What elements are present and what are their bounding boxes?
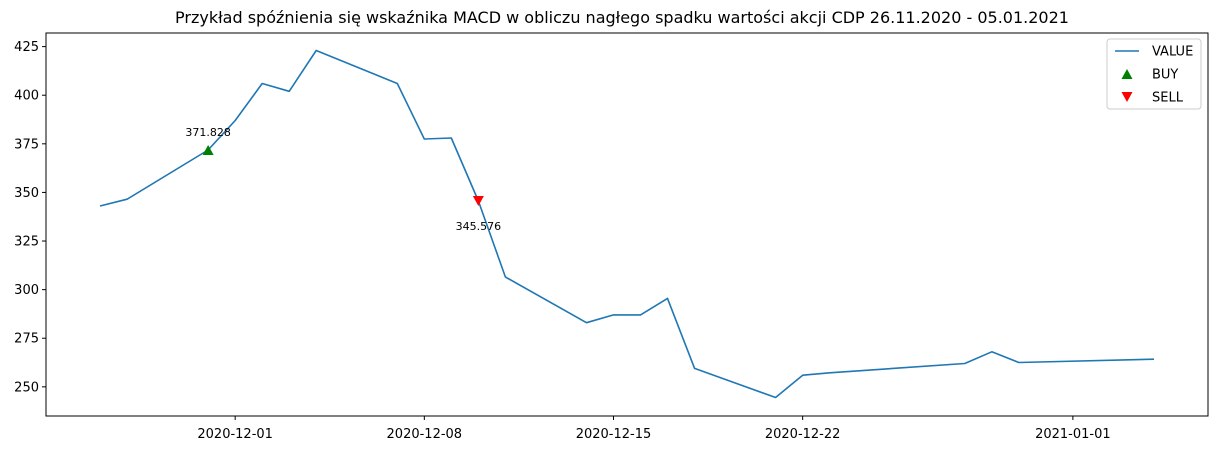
y-tick-label: 425 <box>14 40 39 55</box>
legend-swatch-buy <box>1121 69 1133 79</box>
chart-title: Przykład spóźnienia się wskaźnika MACD w… <box>175 8 1069 27</box>
sell-value-label: 345.576 <box>456 220 502 233</box>
sell-marker <box>472 196 484 207</box>
y-tick-label: 275 <box>14 332 39 347</box>
x-tick-label: 2020-12-15 <box>576 427 652 442</box>
legend-swatch-sell <box>1121 92 1133 102</box>
y-tick-label: 350 <box>14 186 39 201</box>
plot-area-frame <box>45 32 1209 417</box>
x-tick-label: 2020-12-22 <box>765 427 841 442</box>
x-axis: 2020-12-01 2020-12-08 2020-12-15 2020-12-22… <box>197 416 1111 442</box>
legend-label: SELL <box>1152 91 1184 106</box>
legend-label: VALUE <box>1152 45 1193 60</box>
legend-frame <box>1106 38 1202 110</box>
y-tick-label: 400 <box>14 89 39 104</box>
marker-layer: 371.828 345.576 <box>185 126 501 233</box>
legend-label: BUY <box>1152 68 1178 83</box>
y-tick-label: 325 <box>14 235 39 250</box>
y-tick-label: 250 <box>14 380 39 395</box>
x-tick-label: 2021-01-01 <box>1035 427 1111 442</box>
buy-value-label: 371.828 <box>185 126 231 139</box>
y-tick-label: 375 <box>14 137 39 152</box>
x-tick-label: 2020-12-01 <box>197 427 273 442</box>
legend: VALUE BUY SELL <box>1106 38 1202 110</box>
x-tick-label: 2020-12-08 <box>387 427 463 442</box>
y-tick-label: 300 <box>14 283 39 298</box>
series-line-value <box>99 49 1155 399</box>
series-layer <box>99 49 1155 399</box>
y-axis: 250 275 300 325 350 375 400 425 <box>14 40 46 395</box>
buy-marker <box>202 144 214 155</box>
